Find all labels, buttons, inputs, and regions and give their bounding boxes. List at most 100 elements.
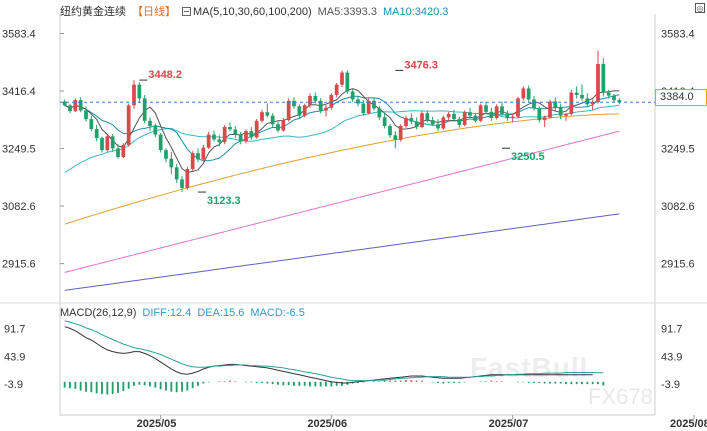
- candle-body: [345, 72, 350, 92]
- y-tick-label-left: 3416.4: [2, 86, 36, 98]
- ma200-line: [64, 213, 620, 291]
- candle-body: [249, 131, 254, 138]
- candle-body: [158, 134, 163, 151]
- candle-body: [484, 105, 488, 112]
- candle-body: [542, 117, 547, 121]
- candle-body: [617, 100, 622, 103]
- x-tick-label: 2025/07: [489, 418, 529, 430]
- y-tick-label-right: 3583.4: [661, 29, 695, 41]
- candle-body: [452, 113, 456, 120]
- candle-body: [260, 112, 264, 121]
- watermark-fx678: FX678: [588, 384, 653, 409]
- candle-body: [414, 121, 419, 128]
- candle-body: [404, 118, 408, 126]
- y-tick-label-left: 2915.6: [2, 259, 36, 271]
- candle-body: [430, 120, 435, 125]
- candle-body: [142, 98, 147, 121]
- y-tick-label-left: 3583.4: [2, 29, 36, 41]
- candle-body: [500, 106, 504, 114]
- candle-body: [228, 127, 232, 130]
- candle-body: [180, 179, 184, 189]
- candle-body: [398, 125, 403, 140]
- macd-tick-label-right: -3.9: [661, 379, 680, 391]
- candle-body: [590, 101, 595, 105]
- price-annotation: 3123.3: [207, 195, 241, 207]
- candle-body: [420, 113, 424, 128]
- candle-body: [585, 98, 590, 105]
- candle-body: [425, 113, 430, 121]
- ma60-line: [64, 113, 620, 225]
- candle-body: [334, 84, 339, 95]
- price-annotation: 3448.2: [148, 69, 182, 81]
- candle-body: [516, 98, 520, 117]
- candle-body: [446, 113, 451, 118]
- candle-body: [468, 112, 472, 116]
- macd-value: MACD:-6.5: [250, 307, 305, 319]
- candle-body: [612, 95, 616, 101]
- indicator-settings-icon[interactable]: [182, 7, 191, 16]
- candle-body: [297, 106, 302, 116]
- candle-body: [148, 120, 152, 126]
- candle-body: [553, 101, 558, 108]
- candle-body: [569, 92, 574, 114]
- macd-tick-label-left: -3.9: [4, 379, 23, 391]
- candle-body: [478, 105, 483, 121]
- candle-body: [340, 72, 344, 85]
- macd-dea-value: DEA:15.6: [197, 307, 245, 319]
- candle-body: [196, 153, 200, 160]
- candle-body: [606, 92, 611, 96]
- candle-body: [393, 135, 398, 140]
- watermark-fastbull: FastBull: [470, 352, 589, 383]
- price-annotation: 3250.5: [511, 151, 545, 163]
- candle-body: [361, 103, 366, 114]
- candle-body: [356, 99, 360, 104]
- price-annotation: 3476.3: [404, 59, 438, 71]
- candle-body: [548, 101, 552, 118]
- candle-body: [78, 100, 83, 111]
- candle-body: [329, 94, 334, 108]
- macd-tick-label-right: 43.9: [661, 351, 682, 363]
- period-selector[interactable]: 【日线】: [132, 6, 176, 18]
- candle-body: [350, 91, 355, 100]
- chart-header: 纽约黄金连续 【日线】 MA(5,10,30,60,100,200) MA5:3393…: [60, 3, 454, 19]
- last-price-badge: 3384.0: [655, 89, 707, 106]
- candle-body: [292, 100, 296, 107]
- candle-body: [84, 110, 88, 120]
- y-tick-label-right: 2915.6: [661, 259, 695, 271]
- x-tick-label: 2025/08: [670, 418, 707, 430]
- macd-header: MACD(26,12,9) DIFF:12.4 DEA:15.6 MACD:-6.5: [60, 307, 311, 319]
- candle-body: [574, 92, 579, 95]
- candle-body: [409, 118, 414, 122]
- candle-body: [68, 105, 72, 112]
- chart-settings-icon[interactable]: ◎: [695, 3, 705, 13]
- candle-body: [265, 112, 270, 116]
- candle-body: [190, 153, 195, 170]
- candle-body: [89, 119, 94, 130]
- ma100-line: [64, 130, 620, 273]
- candle-body: [254, 120, 259, 138]
- macd-label: MACD(26,12,9): [60, 307, 137, 319]
- candle-body: [318, 100, 323, 111]
- candle-body: [473, 115, 478, 121]
- candle-body: [537, 108, 542, 121]
- y-tick-label-right: 3249.5: [661, 144, 695, 156]
- ma10-value: MA10:3420.3: [382, 6, 449, 18]
- candle-body: [153, 125, 158, 135]
- candle-body: [505, 113, 510, 119]
- macd-diff-value: DIFF:12.4: [142, 307, 192, 319]
- macd-dea-line: [64, 320, 604, 382]
- candle-body: [73, 100, 78, 112]
- candle-body: [121, 144, 126, 157]
- candle-body: [457, 119, 462, 125]
- candle-body: [110, 136, 115, 149]
- candle-body: [94, 129, 99, 139]
- candle-body: [462, 112, 467, 125]
- x-tick-label: 2025/06: [307, 418, 347, 430]
- candle-body: [132, 84, 136, 106]
- candle-body: [201, 147, 206, 160]
- ma5-value: MA5:3393.3: [317, 6, 377, 18]
- candle-body: [313, 96, 318, 101]
- candle-body: [116, 148, 120, 157]
- candle-body: [441, 117, 446, 129]
